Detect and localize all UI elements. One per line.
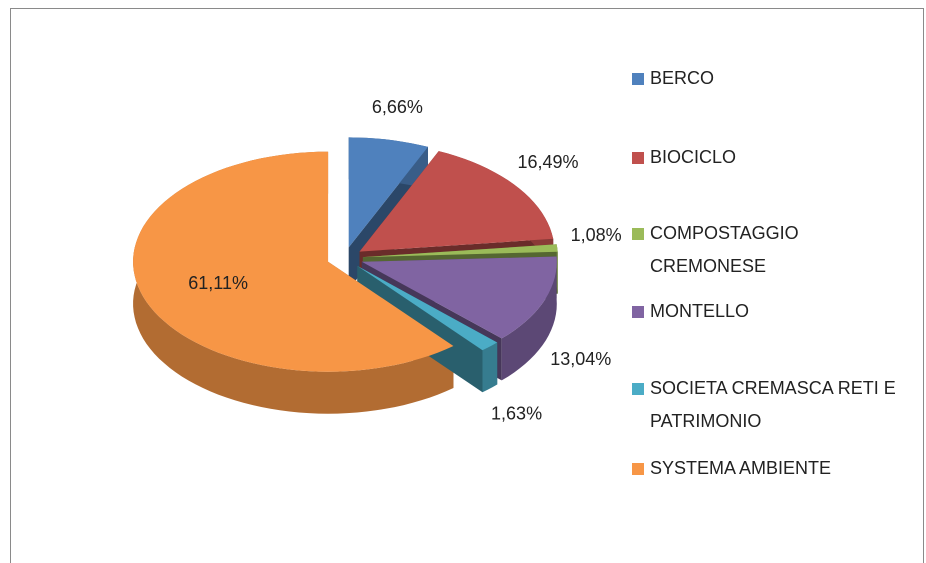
legend-swatch <box>632 463 644 475</box>
chart-border <box>10 8 924 563</box>
slice-wall <box>482 342 498 393</box>
data-label: 6,66% <box>372 97 423 117</box>
slice-wall <box>556 244 558 294</box>
data-label: 1,63% <box>491 403 542 423</box>
legend-item: SYSTEMA AMBIENTE <box>632 452 912 485</box>
slice-wall <box>501 256 557 381</box>
legend-item: SOCIETA CREMASCA RETI E PATRIMONIO <box>632 372 912 438</box>
legend-item: BERCO <box>632 62 912 95</box>
slice <box>359 151 554 252</box>
legend-swatch <box>632 383 644 395</box>
legend-label: BIOCICLO <box>650 147 737 167</box>
legend-item: MONTELLO <box>632 295 912 328</box>
slice <box>357 265 498 351</box>
slice <box>348 137 428 248</box>
slice <box>361 256 557 339</box>
data-label: 13,04% <box>550 349 611 369</box>
legend-swatch <box>632 306 644 318</box>
data-label: 16,49% <box>517 152 578 172</box>
legend-label: BERCO <box>650 68 715 88</box>
legend-label: COMPOSTAGGIO CREMONESE <box>650 223 799 276</box>
legend-label: MONTELLO <box>650 301 750 321</box>
legend-label: SYSTEMA AMBIENTE <box>650 458 832 478</box>
legend-swatch <box>632 228 644 240</box>
slice <box>133 151 454 372</box>
legend-item: COMPOSTAGGIO CREMONESE <box>632 217 912 283</box>
legend-swatch <box>632 73 644 85</box>
data-label: 1,08% <box>571 225 622 245</box>
slice-wall <box>133 151 454 414</box>
data-label: 61,11% <box>188 273 248 293</box>
legend-swatch <box>632 152 644 164</box>
legend-item: BIOCICLO <box>632 141 912 174</box>
legend-label: SOCIETA CREMASCA RETI E PATRIMONIO <box>650 378 896 431</box>
slice <box>362 244 558 258</box>
